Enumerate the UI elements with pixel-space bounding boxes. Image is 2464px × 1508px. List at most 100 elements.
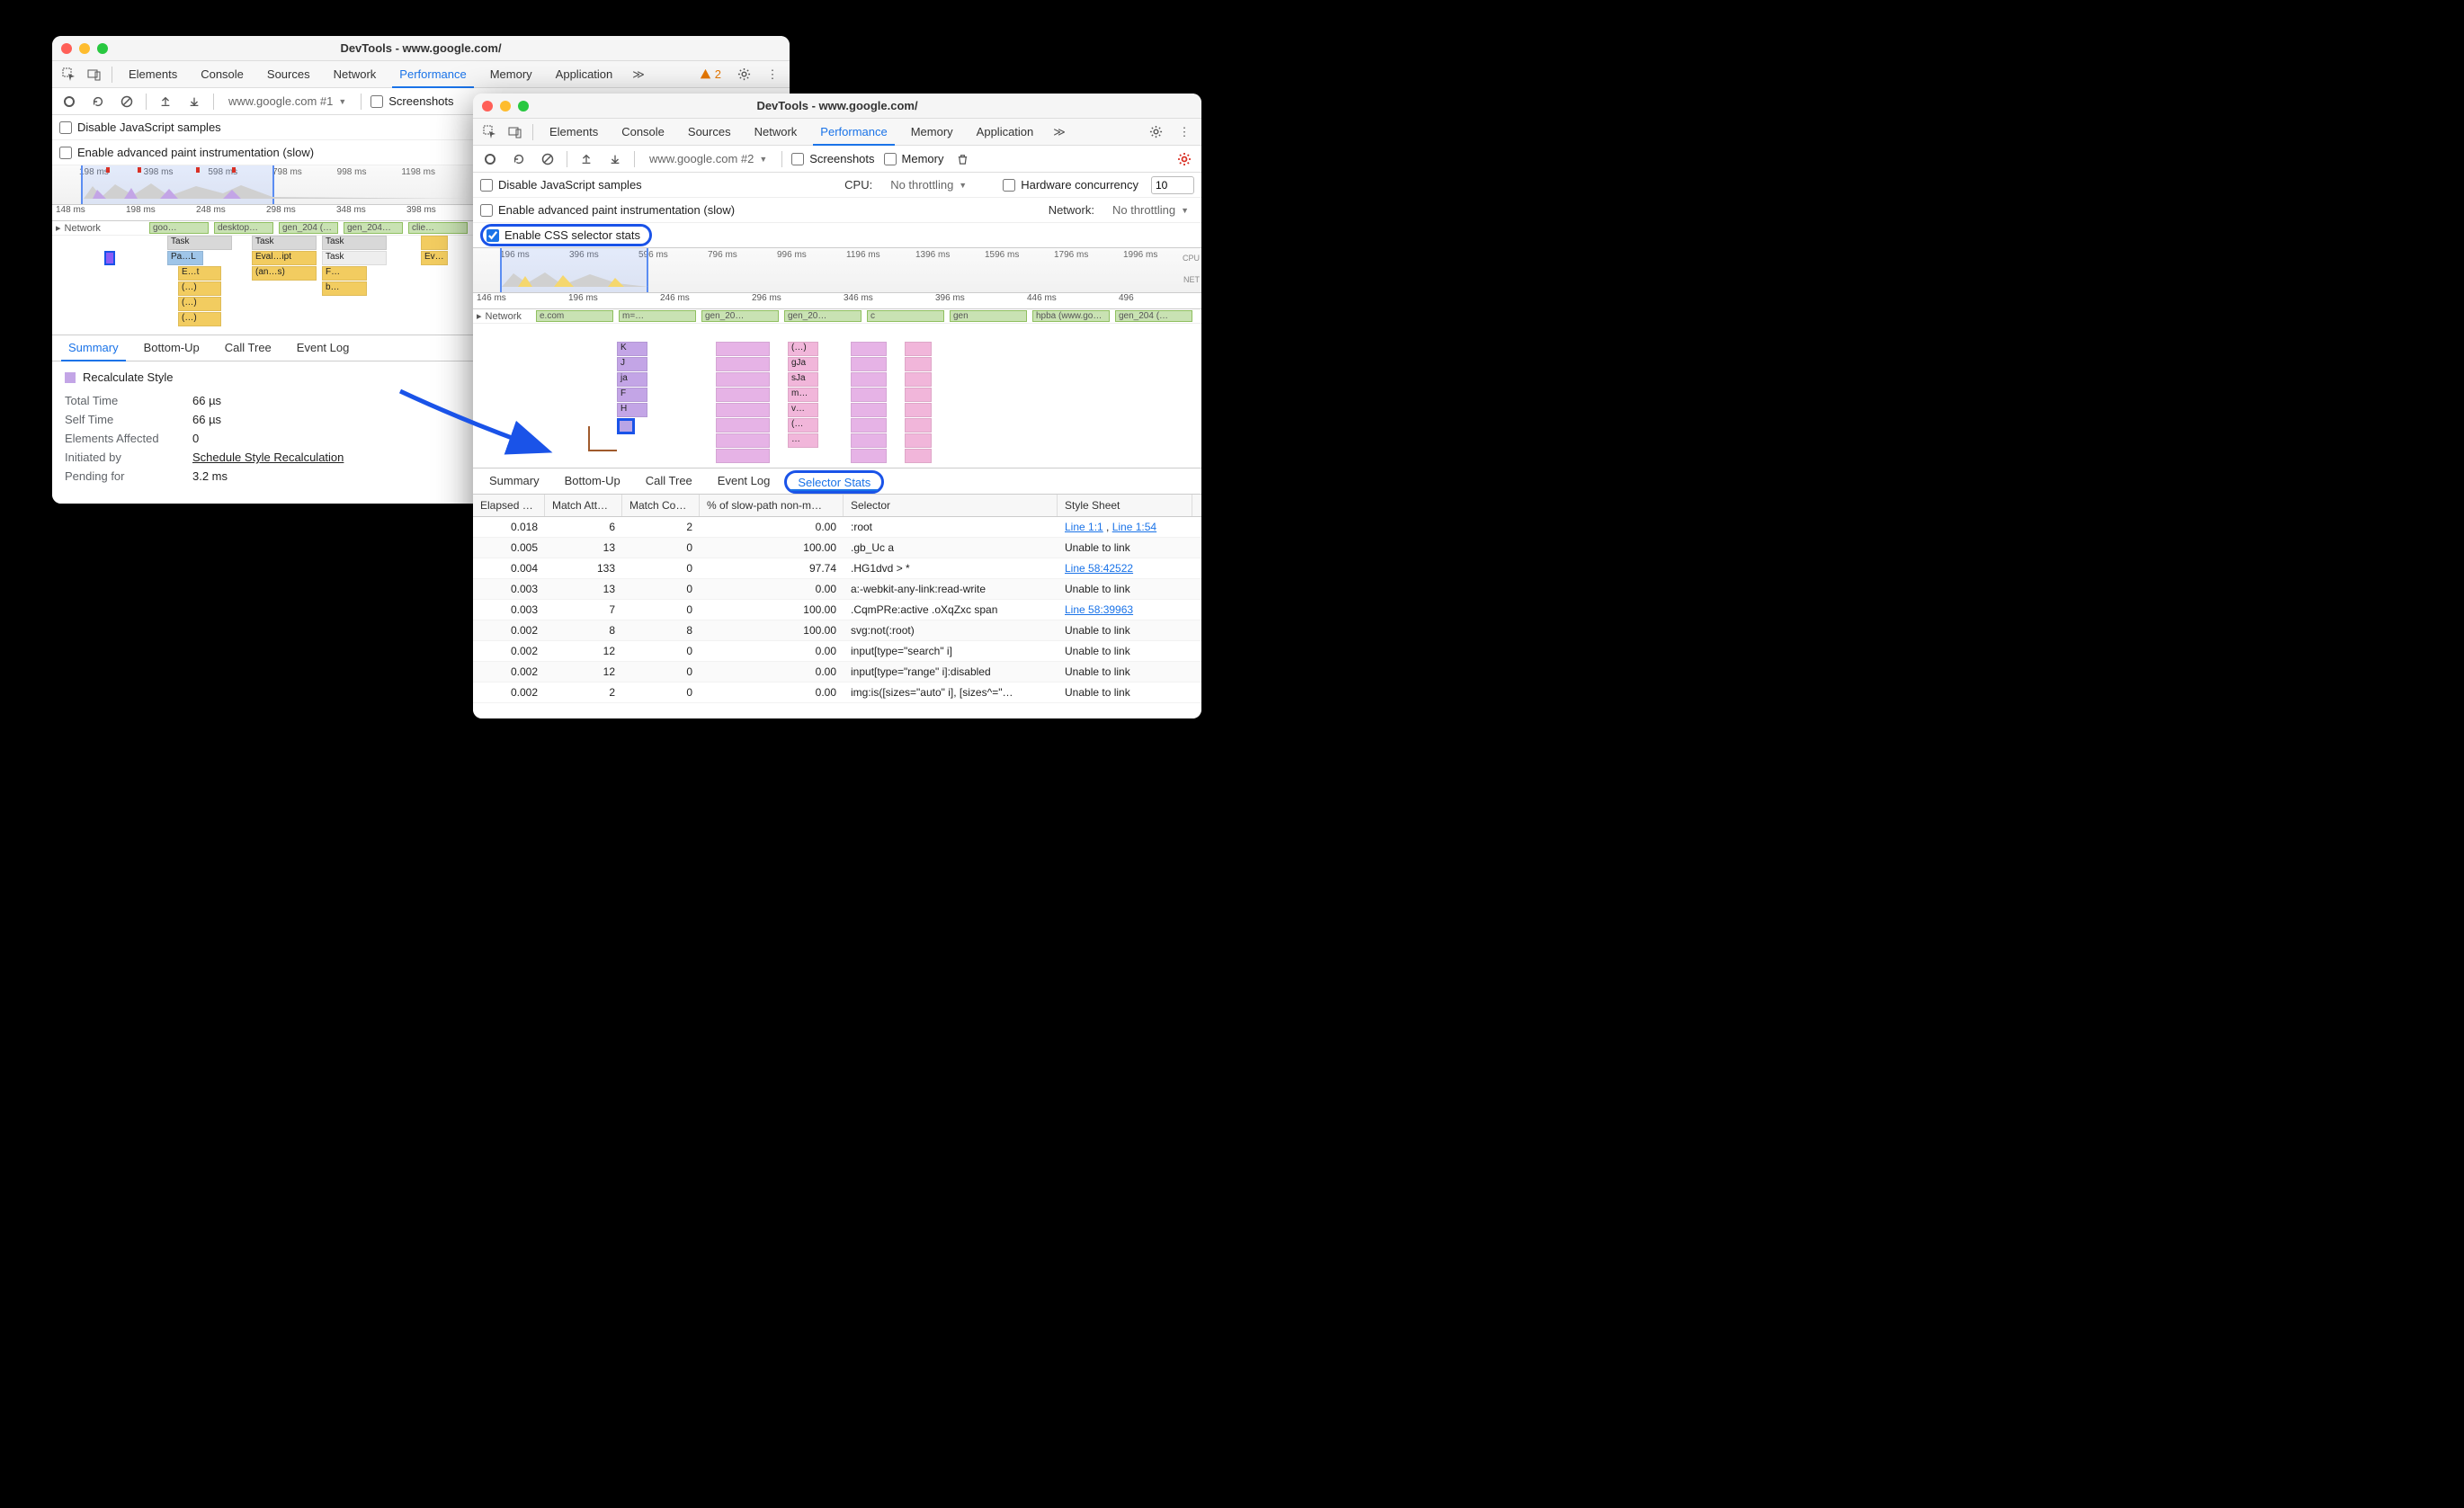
flame-cell[interactable]: F [617,388,647,402]
flame-cell[interactable]: m… [788,388,818,402]
summary-link[interactable]: Schedule Style Recalculation [192,451,344,464]
close-window-icon[interactable] [482,101,493,112]
disable-js-checkbox[interactable]: Disable JavaScript samples [59,120,221,134]
table-column-header[interactable]: Style Sheet [1058,495,1192,516]
flame-cell[interactable] [716,433,770,448]
selector-stats-body[interactable]: 0.018620.00:rootLine 1:1 , Line 1:540.00… [473,517,1201,718]
flame-cell[interactable] [851,403,887,417]
flame-cell[interactable] [716,342,770,356]
network-request[interactable]: c [867,310,944,322]
inspect-element-icon[interactable] [478,120,502,144]
flame-cell[interactable] [905,449,932,463]
flame-cell[interactable]: Eval…ipt [252,251,317,265]
table-column-header[interactable]: % of slow-path non-m… [700,495,844,516]
panel-tab-sources[interactable]: Sources [256,61,321,88]
table-row[interactable]: 0.002200.00img:is([sizes="auto" i], [siz… [473,683,1201,703]
detail-tab-bottom-up[interactable]: Bottom-Up [554,468,631,495]
flame-cell[interactable] [905,342,932,356]
network-request[interactable]: gen [950,310,1027,322]
screenshots-checkbox-input[interactable] [370,95,383,108]
flame-cell[interactable] [905,357,932,371]
network-request[interactable]: gen_204… [344,222,403,234]
panel-tab-elements[interactable]: Elements [539,119,609,146]
flame-cell[interactable]: v… [788,403,818,417]
session-dropdown[interactable]: www.google.com #1 ▼ [223,93,352,110]
flame-cell[interactable] [716,449,770,463]
maximize-window-icon[interactable] [97,43,108,54]
detail-tab-call-tree[interactable]: Call Tree [214,335,282,361]
flame-cell[interactable]: … [788,433,818,448]
panel-tab-performance[interactable]: Performance [388,61,477,88]
table-column-header[interactable]: Match Att… [545,495,622,516]
flame-cell[interactable]: Task [322,251,387,265]
device-toolbar-icon[interactable] [83,63,106,86]
session-dropdown[interactable]: www.google.com #2 ▼ [644,150,772,167]
overview-timeline[interactable]: 196 ms396 ms596 ms796 ms996 ms1196 ms139… [473,248,1201,293]
flame-cell[interactable]: (… [788,418,818,433]
table-column-header[interactable]: Selector [844,495,1058,516]
disable-js-input[interactable] [480,179,493,192]
stylesheet-link[interactable]: Line 1:1 [1065,521,1103,533]
memory-checkbox-input[interactable] [884,153,897,165]
disable-js-input[interactable] [59,121,72,134]
timeline-ruler[interactable]: 146 ms196 ms246 ms296 ms346 ms396 ms446 … [473,293,1201,309]
flame-cell-selected[interactable] [617,418,635,434]
maximize-window-icon[interactable] [518,101,529,112]
flame-cell[interactable] [716,418,770,433]
flame-cell-selected[interactable] [104,251,115,265]
reload-record-icon[interactable] [88,92,108,112]
inspect-element-icon[interactable] [58,63,81,86]
flame-cell[interactable] [421,236,448,250]
hw-concurrency-value[interactable] [1151,176,1194,194]
flame-cell[interactable]: Task [167,236,232,250]
panel-tab-sources[interactable]: Sources [677,119,742,146]
table-row[interactable]: 0.00370100.00.CqmPRe:active .oXqZxc span… [473,600,1201,620]
flame-cell[interactable] [851,388,887,402]
screenshots-checkbox-input[interactable] [791,153,804,165]
table-row[interactable]: 0.005130100.00.gb_Uc aUnable to link [473,538,1201,558]
detail-tab-summary[interactable]: Summary [478,468,550,495]
download-icon[interactable] [605,149,625,169]
panel-tab-application[interactable]: Application [966,119,1045,146]
gc-icon[interactable] [952,149,972,169]
reload-record-icon[interactable] [509,149,529,169]
paint-instrumentation-checkbox[interactable]: Enable advanced paint instrumentation (s… [59,146,314,159]
panel-tab-performance[interactable]: Performance [809,119,897,146]
device-toolbar-icon[interactable] [504,120,527,144]
flame-cell[interactable] [905,403,932,417]
css-selector-stats-input[interactable] [487,229,499,242]
network-request[interactable]: hpba (www.go… [1032,310,1110,322]
flame-cell[interactable]: (…) [178,297,221,311]
flame-cell[interactable] [851,418,887,433]
stylesheet-link[interactable]: Line 58:42522 [1065,562,1133,575]
stylesheet-link[interactable]: Line 58:39963 [1065,603,1133,616]
flame-cell[interactable]: (…) [788,342,818,356]
record-icon[interactable] [59,92,79,112]
flame-cell[interactable]: Pa…L [167,251,203,265]
selector-stats-header[interactable]: Elapsed … ▼Match Att…Match Co…% of slow-… [473,495,1201,517]
flame-cell[interactable]: ja [617,372,647,387]
flame-cell[interactable]: (an…s) [252,266,317,281]
upload-icon[interactable] [576,149,596,169]
minimize-window-icon[interactable] [79,43,90,54]
flame-cell[interactable] [716,388,770,402]
flame-cell[interactable]: J [617,357,647,371]
close-window-icon[interactable] [61,43,72,54]
flame-cell[interactable] [905,418,932,433]
flame-cell[interactable]: (…) [178,281,221,296]
table-column-header[interactable]: Elapsed … ▼ [473,495,545,516]
flame-cell[interactable] [851,372,887,387]
detail-tab-summary[interactable]: Summary [58,335,129,361]
css-selector-stats-checkbox[interactable]: Enable CSS selector stats [487,228,640,242]
settings-gear-icon[interactable] [732,63,755,86]
titlebar[interactable]: DevTools - www.google.com/ [52,36,790,61]
network-request[interactable]: goo… [149,222,209,234]
detail-tab-bottom-up[interactable]: Bottom-Up [133,335,210,361]
table-row[interactable]: 0.0021200.00input[type="range" i]:disabl… [473,662,1201,683]
flame-cell[interactable] [851,357,887,371]
panel-tab-network[interactable]: Network [744,119,808,146]
screenshots-checkbox[interactable]: Screenshots [791,152,874,165]
kebab-menu-icon[interactable]: ⋮ [1173,120,1196,144]
flame-cell[interactable] [716,372,770,387]
clear-icon[interactable] [538,149,558,169]
